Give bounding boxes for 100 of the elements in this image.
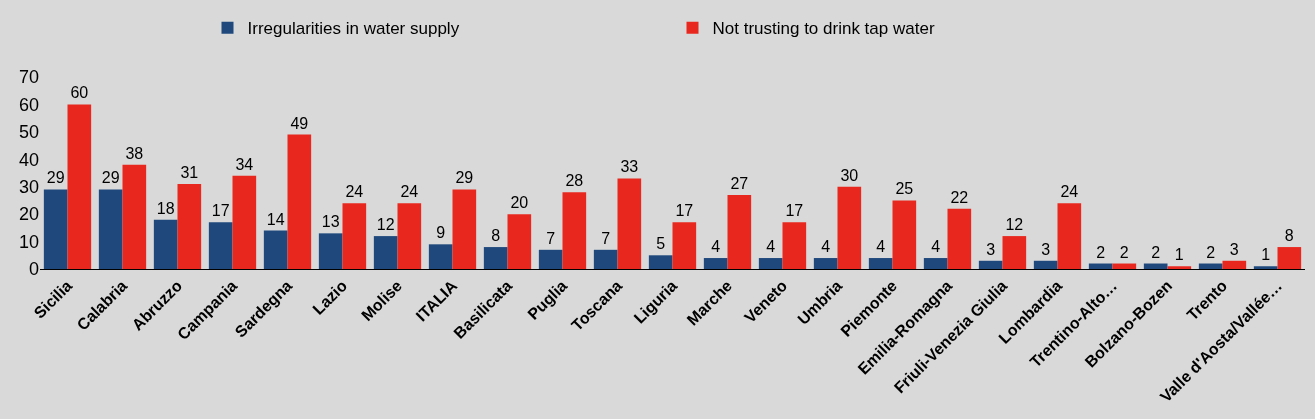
bar (1277, 247, 1302, 269)
bar (538, 249, 563, 269)
data-label: 4 (821, 238, 831, 256)
bar (648, 255, 673, 269)
bar (1143, 263, 1168, 269)
bar (208, 222, 233, 269)
data-label: 24 (345, 183, 364, 201)
data-label: 24 (400, 183, 419, 201)
bar (263, 230, 288, 269)
data-label: 29 (46, 169, 65, 187)
data-label: 60 (70, 84, 89, 102)
data-label: 2 (1096, 243, 1106, 261)
data-label: 7 (546, 229, 556, 247)
bar (703, 258, 728, 269)
data-label: 4 (711, 238, 721, 256)
data-label: 3 (986, 240, 996, 258)
bar (978, 260, 1003, 269)
y-tick-label: 70 (18, 67, 39, 88)
data-label: 5 (656, 235, 666, 253)
data-label: 2 (1119, 243, 1129, 261)
bar (287, 134, 312, 269)
data-label: 4 (931, 238, 941, 256)
bar (177, 183, 202, 269)
data-label: 12 (376, 216, 395, 234)
data-label: 24 (1060, 183, 1079, 201)
legend-label: Irregularities in water supply (247, 19, 460, 39)
bar (373, 236, 398, 269)
data-label: 9 (436, 224, 446, 242)
bar (43, 189, 68, 269)
data-label: 49 (290, 114, 309, 132)
bar (758, 258, 783, 269)
bar (428, 244, 453, 269)
y-tick-label: 20 (18, 204, 39, 225)
data-label: 18 (156, 199, 175, 217)
data-label: 4 (766, 238, 776, 256)
y-tick-label: 30 (18, 177, 39, 198)
data-label: 31 (180, 163, 199, 181)
data-label: 22 (950, 188, 969, 206)
bar (318, 233, 343, 269)
bar (1033, 260, 1058, 269)
bar (483, 247, 508, 269)
bar (1057, 203, 1082, 269)
bar (397, 203, 422, 269)
bar (452, 189, 477, 269)
data-label: 17 (211, 202, 230, 220)
bar (342, 203, 367, 269)
data-label: 12 (1005, 216, 1024, 234)
bar (593, 249, 618, 269)
data-label: 14 (266, 210, 285, 228)
legend-label: Not trusting to drink tap water (712, 19, 935, 39)
data-label: 2 (1206, 243, 1216, 261)
data-label: 29 (455, 169, 474, 187)
bar (1002, 236, 1027, 269)
y-tick-label: 40 (18, 149, 39, 170)
data-label: 29 (101, 169, 120, 187)
data-label: 1 (1174, 246, 1184, 264)
data-label: 13 (321, 213, 340, 231)
bar (562, 192, 587, 269)
y-tick-label: 0 (28, 259, 39, 280)
bar (1167, 266, 1192, 269)
data-label: 8 (1284, 227, 1294, 245)
bar (98, 189, 123, 269)
bar (868, 258, 893, 269)
bar (727, 194, 752, 269)
data-label: 27 (730, 174, 749, 192)
data-label: 17 (785, 202, 804, 220)
data-label: 8 (491, 227, 501, 245)
data-label: 33 (620, 158, 639, 176)
data-label: 3 (1229, 240, 1239, 258)
bar (153, 219, 178, 269)
bar (1253, 266, 1278, 269)
data-label: 7 (601, 229, 611, 247)
data-label: 38 (125, 144, 144, 162)
bar (837, 186, 862, 269)
data-label: 34 (235, 155, 254, 173)
data-label: 2 (1151, 243, 1161, 261)
data-label: 1 (1261, 246, 1271, 264)
bar (507, 214, 532, 269)
data-label: 4 (876, 238, 886, 256)
bar (617, 178, 642, 269)
bar (947, 208, 972, 269)
data-label: 17 (675, 202, 694, 220)
data-label: 3 (1041, 240, 1051, 258)
data-label: 25 (895, 180, 914, 198)
bar (813, 258, 838, 269)
y-tick-label: 50 (18, 122, 39, 143)
data-label: 28 (565, 172, 584, 190)
bar (1088, 263, 1113, 269)
y-tick-label: 60 (18, 94, 39, 115)
y-tick-label: 10 (18, 231, 39, 252)
data-label: 30 (840, 166, 859, 184)
bar (782, 222, 807, 269)
bar (1222, 260, 1247, 269)
data-label: 20 (510, 194, 529, 212)
bar (232, 175, 257, 269)
bar (67, 104, 92, 269)
bar (892, 200, 917, 269)
bar (1198, 263, 1223, 269)
bar (923, 258, 948, 269)
bar (672, 222, 697, 269)
